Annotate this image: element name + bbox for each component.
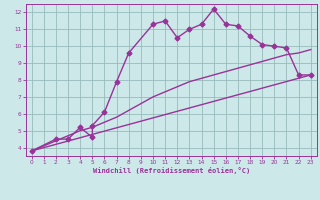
X-axis label: Windchill (Refroidissement éolien,°C): Windchill (Refroidissement éolien,°C): [92, 167, 250, 174]
